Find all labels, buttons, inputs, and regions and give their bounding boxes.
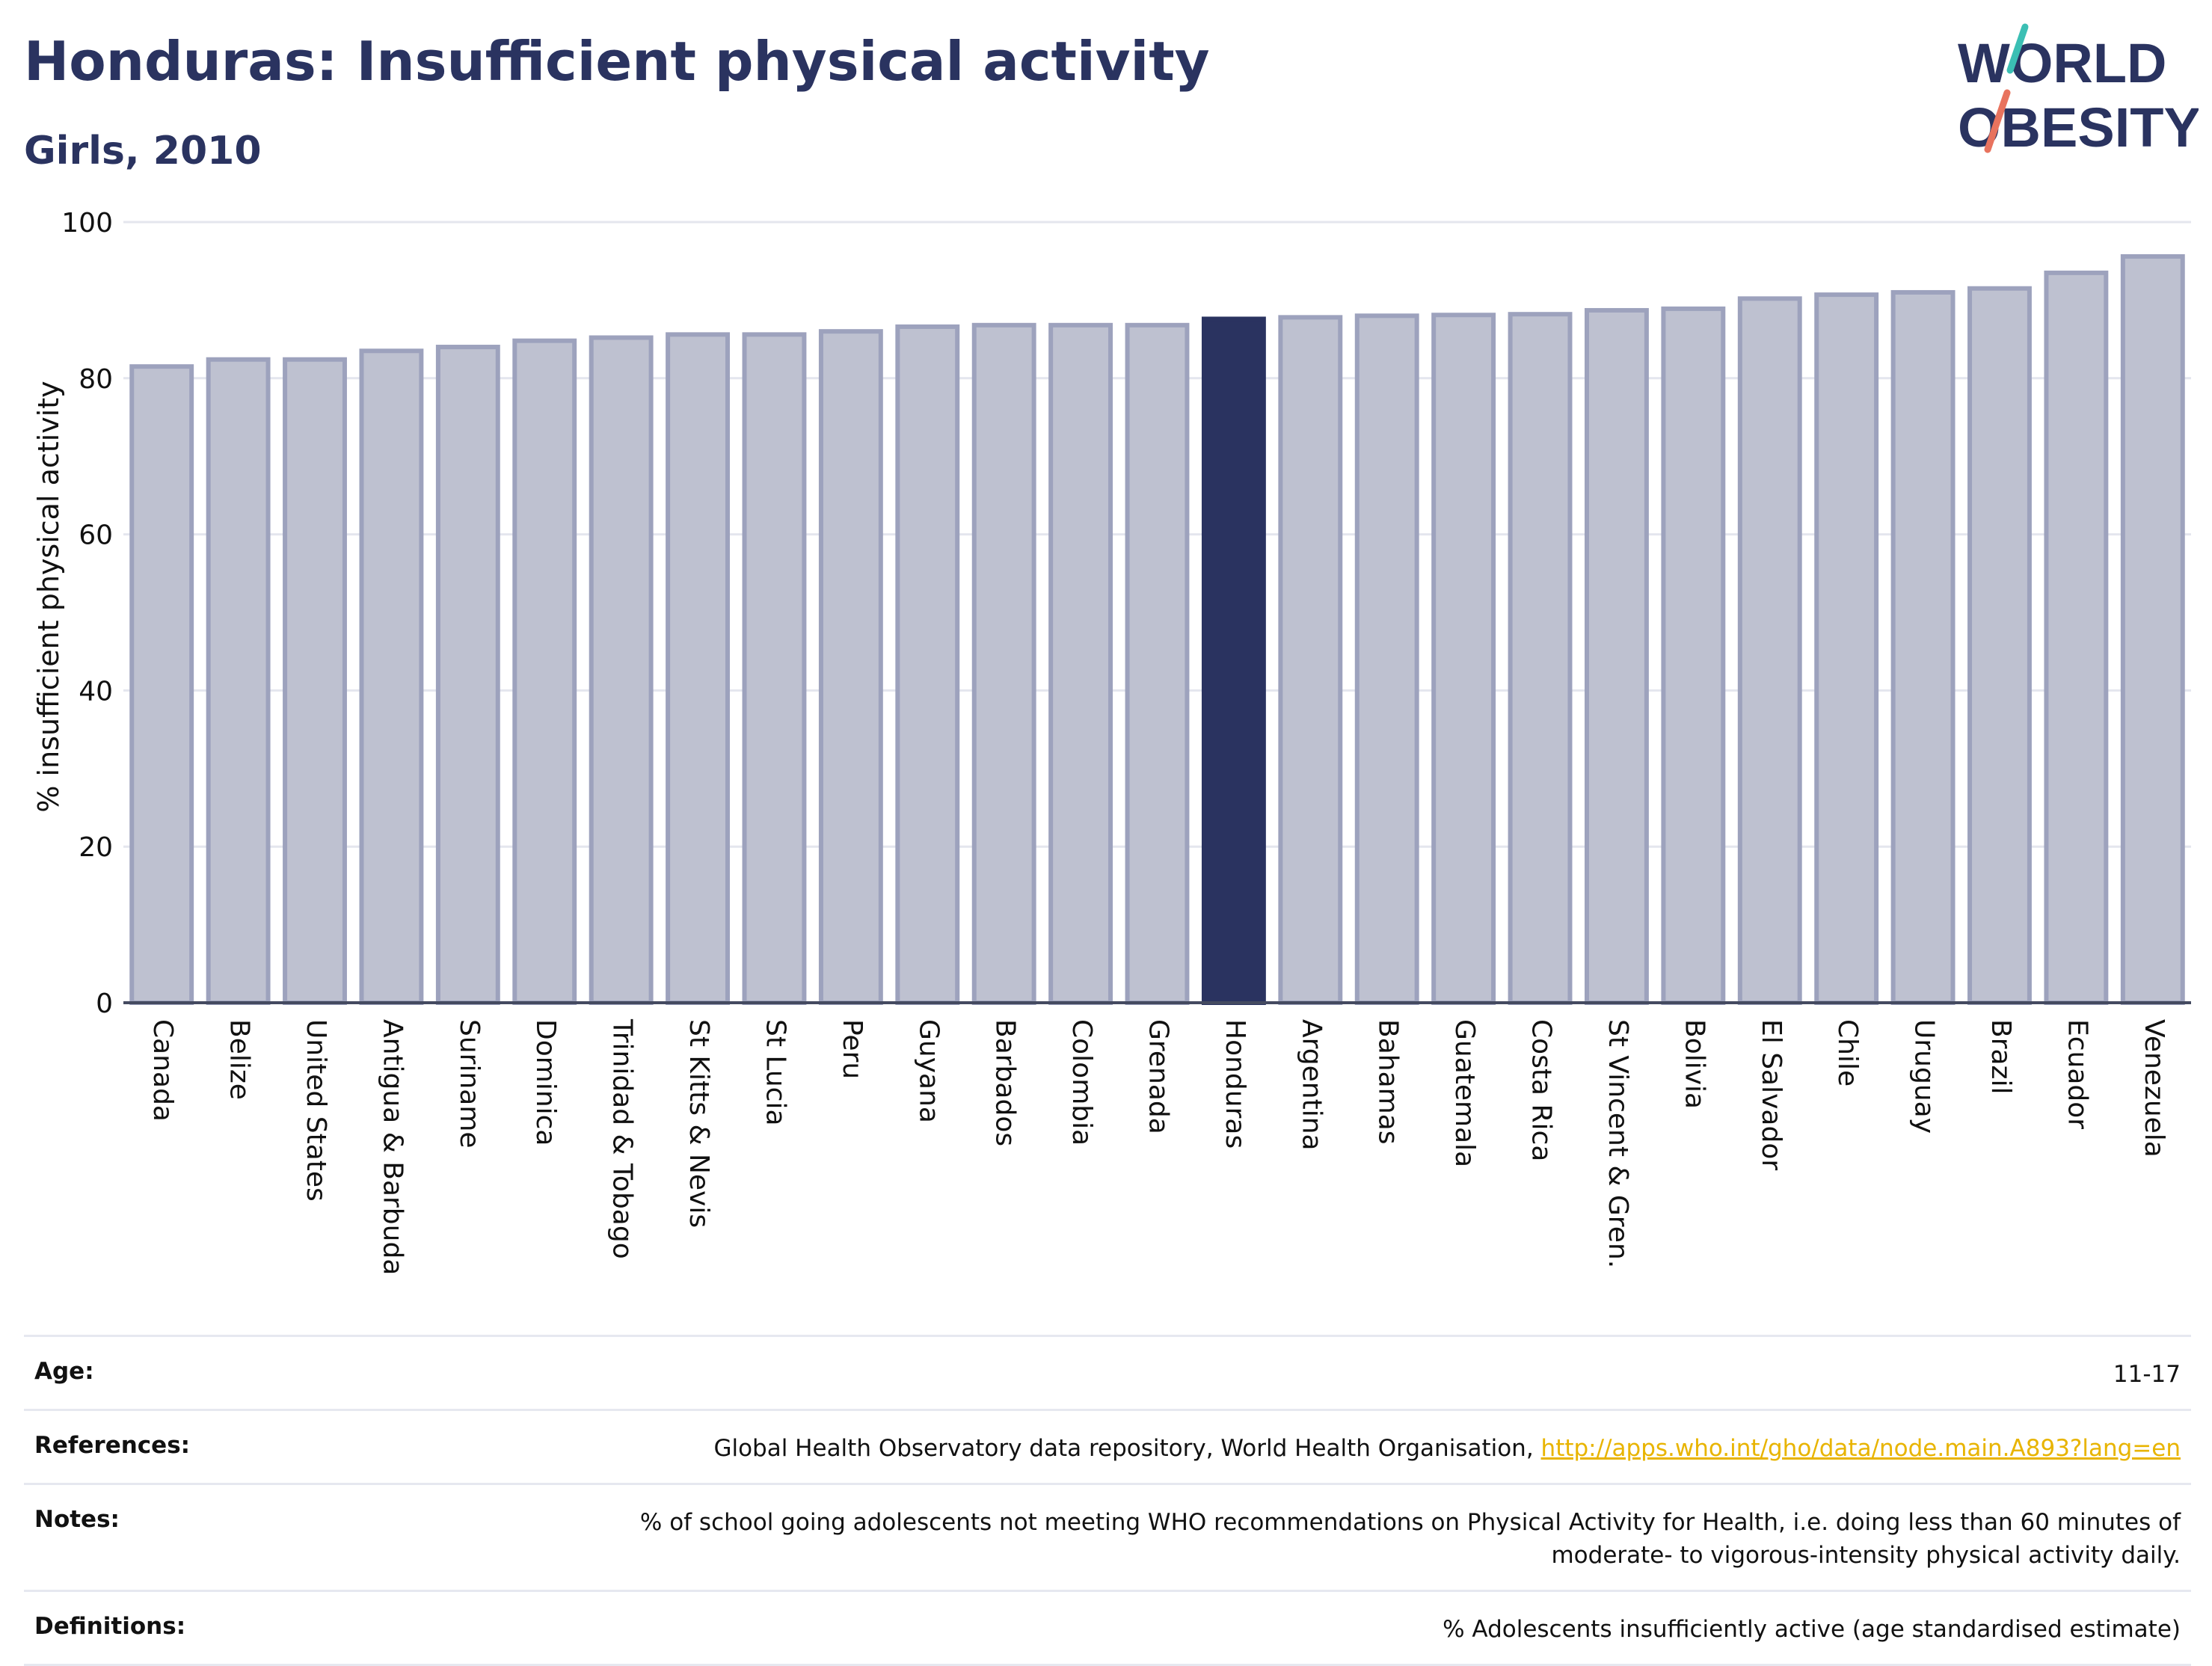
references-value: Global Health Observatory data repositor… bbox=[713, 1432, 2181, 1465]
bar-argentina[interactable] bbox=[1278, 315, 1343, 1006]
x-tick-label: Belize bbox=[224, 1019, 255, 1100]
x-tick-label: Colombia bbox=[1066, 1019, 1097, 1146]
y-tick-label: 100 bbox=[61, 208, 113, 239]
x-tick-label: Dominica bbox=[530, 1019, 561, 1146]
notes-label: Notes: bbox=[34, 1506, 120, 1533]
bars bbox=[129, 253, 2185, 1006]
bar-st-vincent-gren-[interactable] bbox=[1585, 307, 1649, 1005]
bar-united-states[interactable] bbox=[283, 357, 347, 1005]
bar-colombia[interactable] bbox=[1048, 322, 1113, 1006]
x-tick-label: Barbados bbox=[990, 1019, 1021, 1146]
info-table: Age: 11-17 References: Global Health Obs… bbox=[24, 1335, 2191, 1666]
x-tick-label: Peru bbox=[837, 1019, 867, 1079]
bar-ecuador[interactable] bbox=[2044, 270, 2109, 1005]
y-axis-label: % insufficient physical activity bbox=[32, 381, 65, 812]
bar-st-lucia[interactable] bbox=[742, 332, 807, 1005]
axes: 0 20 40 60 80 100 Canada Belize United States Ant… bbox=[61, 208, 2191, 1275]
logo-teal-slash bbox=[2006, 23, 2029, 74]
bar-trinidad-tobago[interactable] bbox=[589, 335, 654, 1005]
bar-costa-rica[interactable] bbox=[1508, 312, 1573, 1005]
chart-title: Honduras: Insufficient physical activity bbox=[24, 30, 1210, 93]
age-label: Age: bbox=[34, 1358, 94, 1385]
world-obesity-logo: WORLD OBESITY bbox=[1958, 23, 2199, 159]
references-link[interactable]: http://apps.who.int/gho/data/node.main.A… bbox=[1540, 1435, 2181, 1462]
bar-guatemala[interactable] bbox=[1431, 313, 1496, 1005]
x-tick-label: Venezuela bbox=[2139, 1019, 2169, 1158]
bar-bolivia[interactable] bbox=[1661, 306, 1726, 1006]
x-tick-label: Uruguay bbox=[1909, 1019, 1940, 1134]
bar-bahamas[interactable] bbox=[1354, 313, 1419, 1005]
logo-line1: WORLD bbox=[1958, 32, 2167, 94]
bar-honduras[interactable] bbox=[1201, 316, 1266, 1005]
bar-uruguay[interactable] bbox=[1890, 289, 1956, 1005]
definitions-value: % Adolescents insufficiently active (age… bbox=[1443, 1616, 2181, 1643]
x-tick-label: Trinidad & Tobago bbox=[607, 1018, 638, 1259]
x-tick-label: Guatemala bbox=[1449, 1019, 1480, 1167]
bar-belize[interactable] bbox=[206, 357, 271, 1005]
x-tick-label: St Lucia bbox=[760, 1019, 790, 1126]
notes-row: Notes: % of school going adolescents not… bbox=[24, 1483, 2191, 1590]
x-tick-label: St Kitts & Nevis bbox=[683, 1019, 714, 1228]
x-tick-label: Brazil bbox=[1985, 1019, 2016, 1094]
bar-chile[interactable] bbox=[1814, 292, 1879, 1006]
bar-el-salvador[interactable] bbox=[1737, 296, 1802, 1005]
x-tick-label: Ecuador bbox=[2062, 1019, 2092, 1129]
notes-line2: moderate- to vigorous-intensity physical… bbox=[1551, 1542, 2181, 1569]
bar-antigua-barbuda[interactable] bbox=[359, 348, 424, 1005]
bar-guyana[interactable] bbox=[895, 324, 960, 1005]
x-tick-label: Grenada bbox=[1143, 1019, 1174, 1134]
bar-venezuela[interactable] bbox=[2120, 253, 2185, 1006]
age-row: Age: 11-17 bbox=[24, 1335, 2191, 1409]
x-tick-label: Antigua & Barbuda bbox=[377, 1019, 408, 1275]
definitions-label: Definitions: bbox=[34, 1613, 186, 1640]
references-text: Global Health Observatory data repositor… bbox=[713, 1435, 1541, 1462]
chart-subtitle: Girls, 2010 bbox=[24, 129, 262, 173]
references-row: References: Global Health Observatory da… bbox=[24, 1409, 2191, 1483]
x-tick-label: Suriname bbox=[454, 1019, 485, 1149]
bar-barbados[interactable] bbox=[971, 322, 1036, 1006]
bar-suriname[interactable] bbox=[435, 345, 500, 1006]
y-tick-label: 40 bbox=[79, 676, 113, 707]
notes-line1: % of school going adolescents not meetin… bbox=[639, 1509, 2181, 1536]
logo-coral-slash bbox=[1984, 89, 2011, 153]
y-tick-label: 20 bbox=[79, 832, 113, 863]
y-tick-label: 80 bbox=[79, 364, 113, 395]
references-label: References: bbox=[34, 1432, 191, 1459]
bar-peru[interactable] bbox=[818, 329, 883, 1006]
y-tick-label: 60 bbox=[79, 520, 113, 551]
x-tick-label: Argentina bbox=[1296, 1019, 1327, 1151]
x-tick-label: Canada bbox=[147, 1019, 178, 1122]
x-tick-label: United States bbox=[301, 1019, 331, 1202]
bar-grenada[interactable] bbox=[1125, 322, 1190, 1006]
x-tick-label: Bahamas bbox=[1373, 1019, 1404, 1145]
x-tick-label: Honduras bbox=[1220, 1019, 1250, 1149]
bar-brazil[interactable] bbox=[1967, 286, 2032, 1005]
x-tick-label: Chile bbox=[1832, 1019, 1863, 1086]
y-tick-label: 0 bbox=[96, 989, 113, 1019]
x-tick-label: St Vincent & Gren. bbox=[1603, 1019, 1633, 1268]
x-tick-label: El Salvador bbox=[1756, 1019, 1787, 1170]
notes-value: % of school going adolescents not meetin… bbox=[640, 1506, 2181, 1572]
x-tick-label: Guyana bbox=[913, 1019, 944, 1123]
bar-dominica[interactable] bbox=[512, 338, 577, 1005]
x-tick-label: Bolivia bbox=[1679, 1019, 1709, 1109]
bar-st-kitts-nevis[interactable] bbox=[666, 332, 730, 1005]
bar-canada[interactable] bbox=[129, 364, 194, 1005]
x-tick-label: Costa Rica bbox=[1526, 1019, 1557, 1161]
bar-chart: 0 20 40 60 80 100 Canada Belize United States Ant… bbox=[32, 208, 2191, 1275]
age-value: 11-17 bbox=[2113, 1361, 2181, 1388]
